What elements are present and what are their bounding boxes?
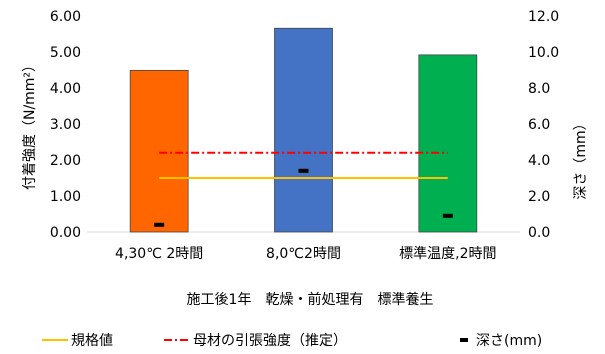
y-left-axis-title: 付着強度（N/mm²） <box>22 58 38 190</box>
y-left-tick-label: 6.00 <box>50 9 81 25</box>
legend-label-base-strength: 母材の引張強度（推定） <box>193 333 347 349</box>
bars <box>129 27 478 233</box>
depth-marker-0 <box>154 222 165 227</box>
legend: 規格値 母材の引張強度（推定） 深さ(mm) <box>42 333 542 349</box>
y-left-tick-label: 5.00 <box>50 45 81 61</box>
markers <box>154 168 453 227</box>
y-left-tick-label: 4.00 <box>50 81 81 97</box>
y-right-tick-label: 6.0 <box>528 117 550 133</box>
depth-marker-1 <box>298 168 309 173</box>
y-right-tick-label: 8.0 <box>528 81 550 97</box>
y-left-tick-label: 3.00 <box>50 117 81 133</box>
category-labels: 4,30℃ 2時間 8,0℃2時間 標準温度,2時間 <box>115 246 496 262</box>
y-right-tick-label: 10.0 <box>528 45 559 61</box>
y-right-tick-label: 0.0 <box>528 225 550 241</box>
y-left-tick-label: 2.00 <box>50 153 81 169</box>
y-right-tick-label: 2.0 <box>528 189 550 205</box>
left-tick-labels: 0.00 1.00 2.00 3.00 4.00 5.00 6.00 <box>50 9 81 241</box>
depth-marker-2 <box>442 213 453 218</box>
x-category-label: 標準温度,2時間 <box>399 246 496 262</box>
y-left-tick-label: 0.00 <box>50 225 81 241</box>
legend-label-depth: 深さ(mm) <box>476 333 542 349</box>
legend-swatch-depth <box>460 338 468 342</box>
x-category-label: 4,30℃ 2時間 <box>115 246 203 262</box>
lines <box>159 151 448 179</box>
y-left-tick-label: 1.00 <box>50 189 81 205</box>
y-right-tick-label: 4.0 <box>528 153 550 169</box>
chart-subtitle: 施工後1年 乾燥・前処理有 標準養生 <box>187 291 434 308</box>
bar-1 <box>274 27 333 233</box>
right-tick-labels: 0.0 2.0 4.0 6.0 8.0 10.0 12.0 <box>528 9 559 241</box>
y-right-tick-label: 12.0 <box>528 9 559 25</box>
bar-0 <box>129 69 189 233</box>
legend-label-standard: 規格値 <box>71 333 113 349</box>
x-category-label: 8,0℃2時間 <box>266 246 341 262</box>
y-right-axis-title: 深さ（mm） <box>573 116 589 199</box>
bar-2 <box>418 54 478 233</box>
